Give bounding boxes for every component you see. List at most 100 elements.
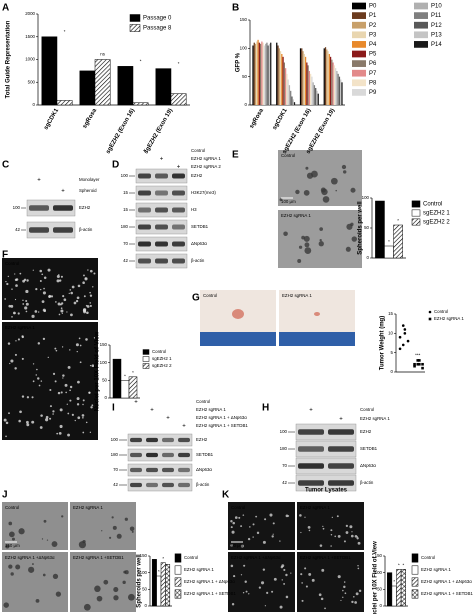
cell (25, 310, 28, 313)
photo-label: EZH2 sgRNA 1 (300, 505, 330, 510)
significance: * (124, 373, 126, 378)
cell (5, 544, 10, 549)
legend-swatch (411, 577, 419, 587)
cell (345, 246, 351, 252)
cell (287, 515, 290, 517)
cell (318, 241, 324, 247)
cell (262, 568, 266, 571)
cell (42, 337, 46, 341)
cell (303, 235, 310, 242)
legend-swatch (411, 218, 421, 226)
cell (342, 589, 344, 592)
band (130, 482, 142, 488)
band (138, 173, 151, 179)
cell (70, 313, 73, 317)
band (138, 224, 151, 230)
legend-label: sgEZH2 1 (423, 211, 450, 217)
blot-strip (295, 440, 357, 458)
cell (103, 579, 109, 585)
cell (86, 305, 90, 308)
cell (320, 597, 324, 601)
point (406, 339, 410, 343)
lane-sign: + (61, 189, 65, 195)
cell (319, 238, 322, 242)
bar (331, 59, 333, 105)
cell (301, 599, 304, 602)
protein-label: ΔNp63α (191, 241, 207, 246)
cell (83, 295, 86, 298)
cell (242, 592, 245, 594)
mw-marker: 42 (113, 482, 118, 487)
cell (322, 525, 324, 527)
legend-label: P2 (369, 23, 377, 29)
panel-letter: F (2, 250, 8, 261)
cell (15, 340, 17, 342)
blot-strip (26, 199, 76, 217)
cell (38, 384, 41, 387)
photo (2, 258, 98, 320)
bar (112, 358, 122, 399)
bar (268, 43, 271, 105)
bar (310, 73, 312, 105)
significance: *** (415, 353, 420, 358)
cell (8, 564, 13, 569)
bar (132, 102, 149, 106)
cell (37, 311, 40, 313)
cell (264, 605, 267, 607)
point (401, 324, 405, 327)
cell (36, 368, 38, 371)
y-axis-label: GFP % (236, 52, 242, 72)
cell (271, 590, 274, 593)
cell (311, 578, 315, 582)
band (172, 207, 185, 213)
band (155, 258, 168, 264)
cell (264, 518, 267, 521)
cell (82, 403, 84, 406)
cell (337, 534, 341, 538)
bar (340, 79, 342, 105)
protein-label: SETDB1 (196, 452, 214, 457)
legend-swatch (352, 21, 366, 29)
cell (280, 565, 284, 569)
cell (279, 540, 281, 542)
lane-sign: + (37, 178, 41, 184)
cell (22, 299, 24, 302)
legend-label: P10 (431, 4, 442, 10)
cell (35, 598, 40, 603)
y-tick-label: 0 (367, 255, 370, 260)
cell (8, 304, 12, 308)
y-axis-label: Nuclei per 10X Field of View (95, 331, 101, 411)
photo (2, 552, 68, 612)
cell (343, 540, 346, 543)
legend-label: EZH2 sgRNA 1 + ΔNp63α (421, 579, 472, 584)
cell (64, 383, 68, 387)
cell (37, 342, 41, 345)
cell (35, 288, 38, 291)
legend-swatch (174, 577, 182, 587)
cell (32, 363, 35, 365)
y-axis-label: Spheroids per well (358, 201, 364, 255)
photo (278, 150, 362, 206)
legend-swatch (174, 553, 182, 563)
cell (124, 517, 128, 521)
mw-marker: 180 (121, 224, 129, 229)
cell (59, 408, 63, 412)
cell (69, 289, 72, 291)
cell (87, 269, 89, 271)
cell (322, 196, 330, 203)
cell (358, 589, 362, 593)
protein-label: SETDB1 (191, 224, 209, 229)
legend-swatch (129, 14, 141, 22)
protein-label: H3 (191, 207, 197, 212)
bar (128, 376, 138, 399)
bar (303, 54, 305, 105)
bar (165, 564, 171, 607)
bar (328, 54, 330, 105)
cell (61, 312, 63, 314)
point (403, 328, 407, 331)
cell (355, 592, 359, 596)
cell (41, 300, 45, 304)
cell (255, 515, 258, 518)
bar (299, 48, 302, 105)
bar (258, 42, 260, 105)
